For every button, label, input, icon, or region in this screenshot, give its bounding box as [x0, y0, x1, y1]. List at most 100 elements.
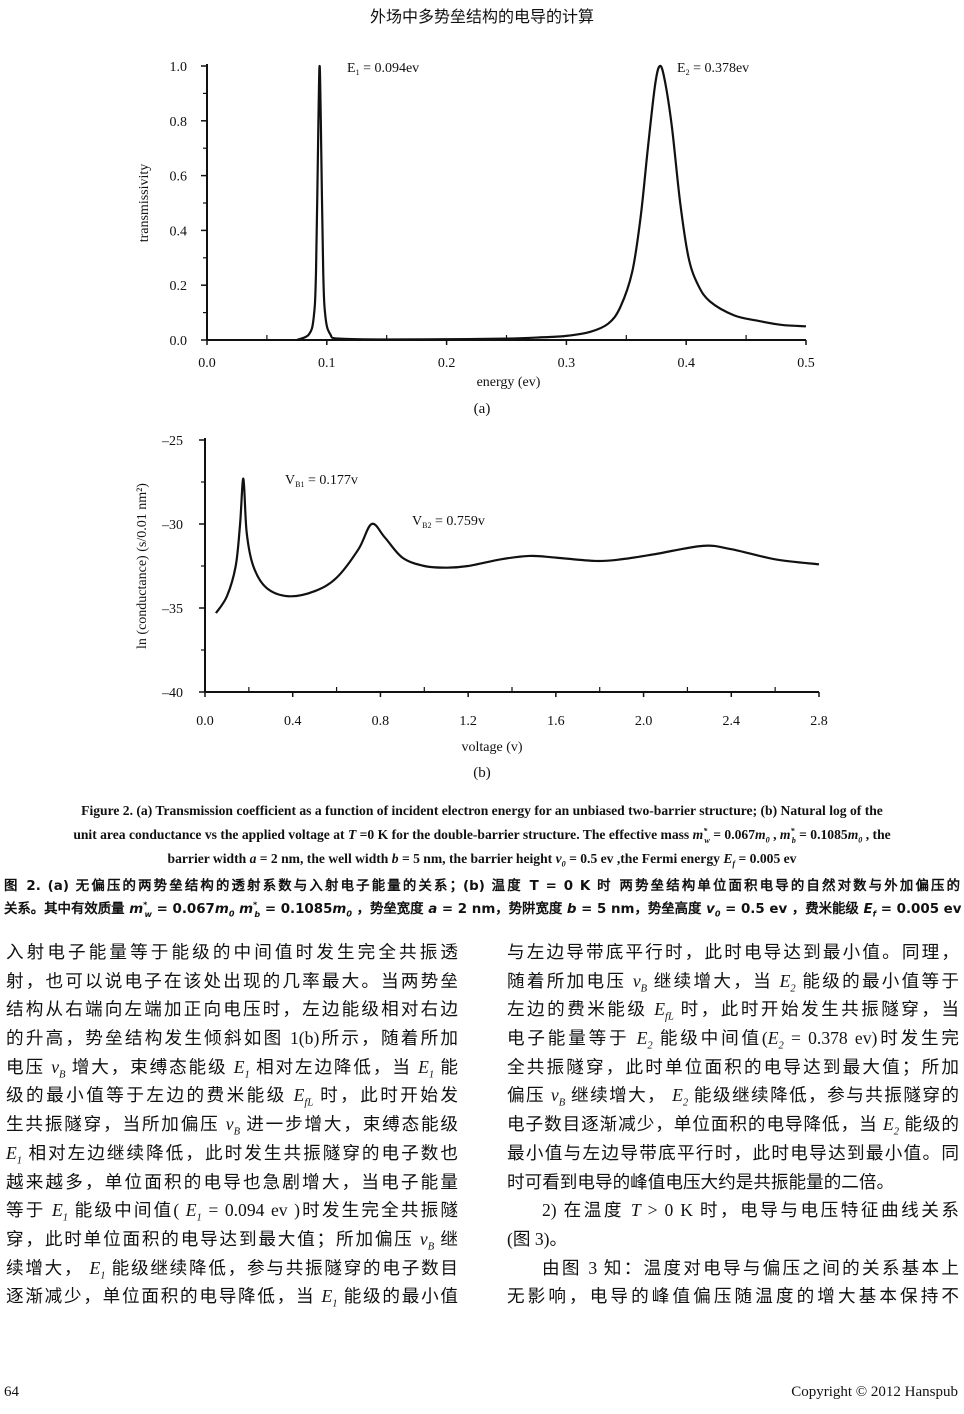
text-run: = 2 nm, the well width: [256, 851, 392, 866]
x-tick-label: 0.1: [318, 356, 336, 371]
chart-conductance: 0.0 0.4 0.8 1.2 1.6 2.0 2.4 2.8 –40 –35 –30 –25 volt…: [135, 434, 828, 755]
body-line: (图 3)。: [507, 1225, 959, 1254]
body-line: 射，也可以说电子在该处出现的几率最大。当两势垒: [6, 967, 458, 996]
text-run: = 0.1085: [260, 902, 333, 917]
math-symbol: E1: [52, 1200, 69, 1224]
body-line: 电子能量等于 E2 能级中间值(E2 = 0.378 ev)时发生完: [507, 1024, 959, 1053]
caption-en-line-3: barrier width a = 2 nm, the well width b…: [4, 851, 960, 869]
text-run: 能级继续降低，参与共振隧穿的电子数目: [105, 1257, 458, 1278]
caption-en-line-2: unit area conductance vs the applied vol…: [4, 827, 960, 845]
text-run: 相对左边降低，当: [249, 1056, 419, 1077]
caption-en-line-1: Figure 2. (a) Transmission coefficient a…: [4, 803, 960, 819]
body-line: 结构从右端向左端加正向电压时，左边能级相对右边: [6, 995, 458, 1024]
text-run: > 0 K 时，电导与电压特征曲线关系: [640, 1200, 959, 1221]
x-tick-label: 2.4: [723, 714, 741, 729]
y-axis-title: ln (conductance) (s/0.01 nm²): [135, 483, 150, 649]
text-run: 2) 在温度: [542, 1200, 631, 1221]
math-symbol: m0: [847, 827, 863, 845]
text-run: 电子能量等于: [507, 1028, 637, 1049]
text-run: = 0.005 ev: [735, 851, 797, 866]
math-symbol: E1: [233, 1056, 250, 1081]
math-symbol: vB: [550, 1085, 566, 1109]
body-line: 电压 vB 增大，束缚态能级 E1 相对左边降低，当 E1 能: [6, 1053, 458, 1082]
text-run: = 5 nm, the barrier height: [398, 851, 556, 866]
caption-zh-line-2: 关系。其中有效质量 m*w = 0.067m0 m*b = 0.1085m0 ，…: [4, 897, 962, 919]
math-symbol: T: [347, 827, 357, 842]
text-run: 能级继续降低，参与共振隧穿的: [688, 1085, 959, 1106]
peak-annotation: VB2 = 0.759v: [412, 514, 485, 530]
text-run: 时，此时开始发生共振隧穿，当: [673, 999, 959, 1020]
text-run: ，势垒宽度: [351, 902, 429, 917]
math-symbol: EfL: [293, 1085, 314, 1109]
x-tick-label: 0.4: [284, 714, 302, 729]
text-run: 的升高，势垒结构发生倾斜如图 1(b)所示，随着所加: [6, 1028, 458, 1049]
x-tick-label: 1.2: [459, 714, 477, 729]
body-column-left: 入射电子能量等于能级的中间值时发生完全共振透 射，也可以说电子在该处出现的几率最大…: [6, 938, 458, 1311]
text-run: = 0.1085: [795, 827, 848, 842]
caption-zh-line-1: 图 2. (a) 无偏压的两势垒结构的透射系数与入射电子能量的关系；(b) 温度…: [4, 874, 960, 894]
y-tick-label: –40: [161, 686, 183, 701]
text-run: 穿，此时单位面积的电导达到最大值；所加偏压: [6, 1228, 420, 1249]
text-run: = 0.378 ev)时发生完: [783, 1028, 960, 1049]
body-column-right: 与左边导带底平行时，此时电导达到最小值。同理， 随着所加电压 vB 继续增大，当 …: [507, 938, 959, 1311]
math-symbol: m0: [332, 902, 352, 919]
panel-a-label: (a): [474, 401, 491, 417]
text-run: 续增大，: [6, 1257, 90, 1278]
text-run: 偏压: [507, 1085, 551, 1106]
text-run: 与左边导带底平行时，此时电导达到最小值。同理，: [507, 942, 959, 962]
text-run: = 0.005 ev: [876, 902, 962, 917]
running-head: 外场中多势垒结构的电导的计算: [369, 9, 594, 26]
body-line: 偏压 vB 继续增大， E2 能级继续降低，参与共振隧穿的: [507, 1081, 959, 1110]
text-run: = 0.067: [709, 827, 756, 842]
data-series-line: [296, 64, 807, 342]
y-axis-title: transmissivity: [137, 164, 152, 243]
math-symbol: a: [428, 902, 438, 917]
text-run: 图 2. (a) 无偏压的两势垒结构的透射系数与入射电子能量的关系；(b) 温度…: [4, 879, 960, 894]
math-symbol: T: [630, 1200, 641, 1221]
math-symbol: E1: [185, 1200, 202, 1224]
chart-transmissivity: 0.0 0.1 0.2 0.3 0.4 0.5 0.0 0.2 0.4 0.6 0.8 1.0 ener…: [137, 60, 815, 390]
x-tick-label: 1.6: [547, 714, 565, 729]
text-run: 全共振隧穿，此时单位面积的电导达到最大值；所加: [507, 1056, 959, 1077]
y-tick-label: 0.0: [170, 334, 188, 349]
math-symbol: v0: [555, 851, 566, 869]
x-axis-title: voltage (v): [461, 740, 522, 755]
text-run: 结构从右端向左端加正向电压时，左边能级相对右边: [6, 999, 458, 1020]
text-run: 继: [434, 1228, 459, 1249]
math-symbol: a: [249, 851, 257, 866]
body-line: 左边的费米能级 EfL 时，此时开始发生共振隧穿，当: [507, 995, 959, 1024]
peak-annotation: E2 = 0.378ev: [677, 61, 749, 77]
y-tick-label: 0.4: [170, 224, 188, 239]
text-run: 能级中间值(: [652, 1028, 768, 1049]
text-run: 时，此时开始发: [313, 1085, 458, 1106]
x-tick-label: 2.8: [810, 714, 828, 729]
x-tick-label: 0.0: [196, 714, 214, 729]
page-number: 64: [4, 1384, 19, 1400]
x-tick-label: 0.3: [558, 356, 576, 371]
x-axis-title: energy (ev): [477, 375, 541, 390]
text-run: Figure 2. (a) Transmission coefficient a…: [81, 803, 883, 818]
math-symbol: m*w: [129, 900, 152, 919]
text-run: 最小值与左边导带底平行时，此时电导达到最小值。同: [507, 1142, 959, 1163]
text-run: 射，也可以说电子在该处出现的几率最大。当两势垒: [6, 970, 458, 991]
math-symbol: vB: [51, 1056, 66, 1081]
math-symbol: m0: [214, 902, 235, 919]
text-run: 入射电子能量等于能级的中间值时发生完全共振透: [6, 942, 458, 962]
text-run: 能级的最小值: [337, 1286, 458, 1307]
x-tick-label: 0.5: [797, 356, 815, 371]
math-symbol: E1: [321, 1286, 338, 1310]
figure-2: 0.0 0.1 0.2 0.3 0.4 0.5 0.0 0.2 0.4 0.6 0.8 1.0 ener…: [135, 60, 828, 781]
math-symbol: E2: [672, 1085, 689, 1109]
x-tick-label: 2.0: [635, 714, 653, 729]
text-run: 继续增大，当: [647, 970, 780, 991]
text-run: 能级中间值(: [68, 1200, 186, 1221]
body-line: 2) 在温度 T > 0 K 时，电导与电压特征曲线关系: [507, 1196, 959, 1225]
text-run: = 0.5 ev ,the Fermi energy: [565, 851, 724, 866]
text-run: 电子数目逐渐减少，单位面积的电导降低，当: [507, 1114, 883, 1135]
body-line: 生共振隧穿，当所加偏压 vB 进一步增大，束缚态能级: [6, 1110, 458, 1139]
math-symbol: E2: [636, 1028, 653, 1052]
text-run: 能: [434, 1056, 458, 1077]
y-tick-label: –35: [161, 602, 183, 617]
text-run: 关系。其中有效质量: [4, 902, 130, 917]
math-symbol: b: [566, 902, 577, 917]
